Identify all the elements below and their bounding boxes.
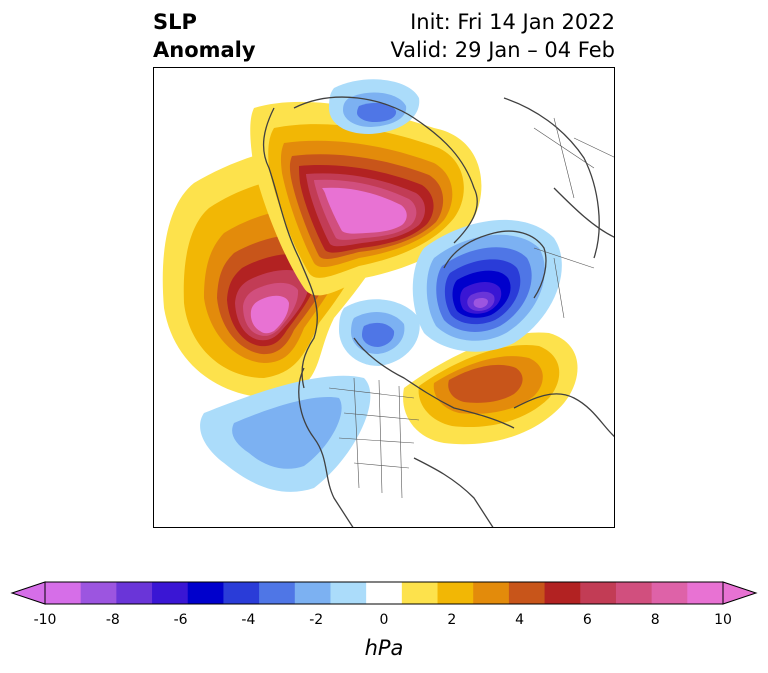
variable-label: SLP [153,10,197,34]
colorbar-tick-label: -8 [105,612,120,628]
map-title: SLP Anomaly [153,8,256,64]
coastlines [262,96,614,527]
colorbar-segment [615,582,653,604]
atlantic-positive-anomaly [403,332,578,445]
arctic-canada-negative-anomaly [339,299,420,366]
colorbar-segment [116,582,153,604]
colorbar-extend-low [10,581,46,605]
colorbar [10,581,758,605]
colorbar-segment [651,582,688,604]
colorbar-extend-high [722,581,758,605]
colorbar-segment [259,582,296,604]
colorbar-tick-label: 8 [650,612,660,628]
colorbar-segment [473,582,510,604]
colorbar-segment [187,582,224,604]
valid-range: Valid: 29 Jan – 04 Feb [390,38,615,62]
colorbar-segment [45,582,82,604]
colorbar-segment [401,582,439,604]
barents-negative-anomaly [329,79,420,134]
slp-anomaly-map [153,67,615,528]
colorbar-segment [152,582,189,604]
colorbar-border [44,581,724,605]
colorbar-segment [366,582,403,604]
colorbar-tick-label: 0 [379,612,389,628]
political-borders [328,117,614,499]
north-america-negative-anomaly [200,375,371,492]
colorbar-segment [437,582,474,604]
init-date: Init: Fri 14 Jan 2022 [410,10,615,34]
colorbar-tick-label: -2 [309,612,324,628]
field-label: Anomaly [153,38,256,62]
colorbar-segment [223,582,260,604]
colorbar-tick-label: -10 [33,612,57,628]
colorbar-segment [330,582,367,604]
colorbar-tick-label: 2 [447,612,457,628]
colorbar-ticks: -10 -8 -6 -4 -2 0 2 4 6 8 10 [0,612,768,632]
date-info: Init: Fri 14 Jan 2022 Valid: 29 Jan – 04… [390,8,615,64]
colorbar-segment [580,582,617,604]
colorbar-tick-label: 4 [515,612,525,628]
colorbar-segment [80,582,117,604]
colorbar-segment [687,582,724,604]
map-canvas [162,79,614,527]
colorbar-tick-label: -4 [241,612,256,628]
colorbar-unit: hPa [364,636,404,660]
colorbar-tick-label: 10 [714,612,732,628]
colorbar-segment [544,582,581,604]
colorbar-tick-label: 6 [582,612,592,628]
scandinavian-negative-anomaly [412,219,562,352]
arctic-positive-anomaly [250,101,482,296]
colorbar-segment [294,582,331,604]
colorbar-segment [508,582,546,604]
colorbar-tick-label: -6 [173,612,188,628]
